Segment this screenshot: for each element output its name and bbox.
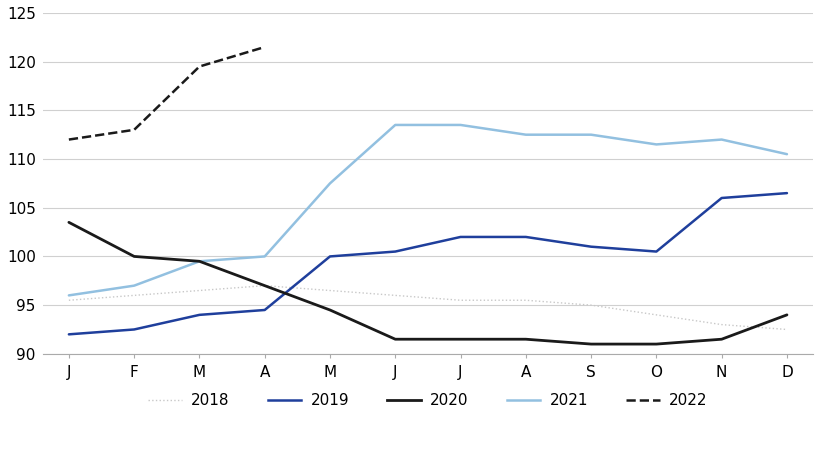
Legend: 2018, 2019, 2020, 2021, 2022: 2018, 2019, 2020, 2021, 2022 (142, 387, 713, 414)
